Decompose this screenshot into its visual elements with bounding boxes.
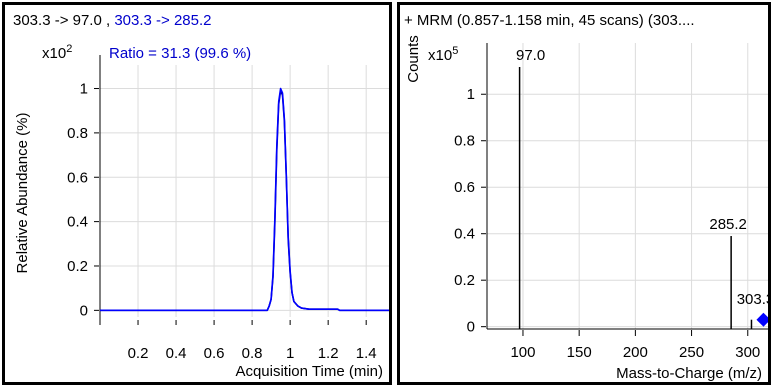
y-tick-label: 1: [80, 81, 88, 98]
title-transition-2: 303.3 -> 285.2: [114, 12, 211, 29]
y-tick-label: 0.4: [454, 226, 475, 243]
y-tick-label: 0.2: [67, 258, 88, 275]
y-axis-label: Relative Abundance (%): [14, 113, 31, 274]
x-tick-label: 1: [286, 345, 294, 362]
y-multiplier: x105: [428, 45, 458, 64]
x-tick-label: 1.4: [356, 345, 377, 362]
y-tick-label: 0.6: [454, 179, 475, 196]
chromatogram-trace: [100, 89, 389, 312]
peak-label: 97.0: [516, 47, 545, 64]
y-tick-label: 0.8: [67, 125, 88, 142]
y-tick-label: 0.6: [67, 169, 88, 186]
y-tick-label: 0.4: [67, 214, 88, 231]
y-tick-label: 0.2: [454, 272, 475, 289]
y-tick-label: 0: [467, 319, 475, 336]
spectrum-chart: 100 150 200 250 300 0 0.2 0.4 0.6 0.8 1 97.0 285.2 3…: [404, 12, 768, 382]
x-tick-label: 150: [567, 344, 592, 361]
x-tick-label: 0.2: [128, 345, 149, 362]
x-tick-label: 200: [623, 344, 648, 361]
x-axis-label: Acquisition Time (min): [235, 363, 383, 380]
x-axis-label: Mass-to-Charge (m/z): [616, 365, 762, 382]
chromatogram-title: 303.3 -> 97.0 , 303.3 -> 285.2: [13, 12, 212, 29]
y-tick-label: 1: [467, 86, 475, 103]
spectrum-panel: 100 150 200 250 300 0 0.2 0.4 0.6 0.8 1 97.0 285.2 3…: [397, 2, 771, 385]
y-axis-label: Counts: [405, 35, 422, 83]
y-tick-label: 0: [80, 302, 88, 319]
spectrum-title: + MRM (0.857-1.158 min, 45 scans) (303..…: [404, 12, 695, 29]
x-tick-label: 0.4: [166, 345, 187, 362]
y-multiplier: x102: [42, 43, 72, 62]
x-tick-label: 0.6: [204, 345, 225, 362]
x-tick-label: 1.2: [318, 345, 339, 362]
precursor-marker: [756, 312, 768, 327]
x-tick-label: 0.8: [242, 345, 263, 362]
x-tick-label: 300: [735, 344, 760, 361]
peak-label: 303.3: [737, 291, 768, 308]
chromatogram-panel: 0.2 0.4 0.6 0.8 1 1.2 1.4 0 0.2 0.4 0.6 0.8 1 303.3 …: [2, 2, 392, 385]
chromatogram-trace: [100, 87, 389, 312]
title-transition-1: 303.3 -> 97.0 ,: [13, 12, 114, 29]
y-tick-label: 0.8: [454, 133, 475, 150]
chromatogram-chart: 0.2 0.4 0.6 0.8 1 1.2 1.4 0 0.2 0.4 0.6 0.8 1 303.3 …: [13, 12, 389, 380]
x-tick-label: 100: [510, 344, 535, 361]
ratio-annotation: Ratio = 31.3 (99.6 %): [109, 45, 251, 62]
peak-label: 285.2: [709, 216, 747, 233]
x-tick-label: 250: [679, 344, 704, 361]
